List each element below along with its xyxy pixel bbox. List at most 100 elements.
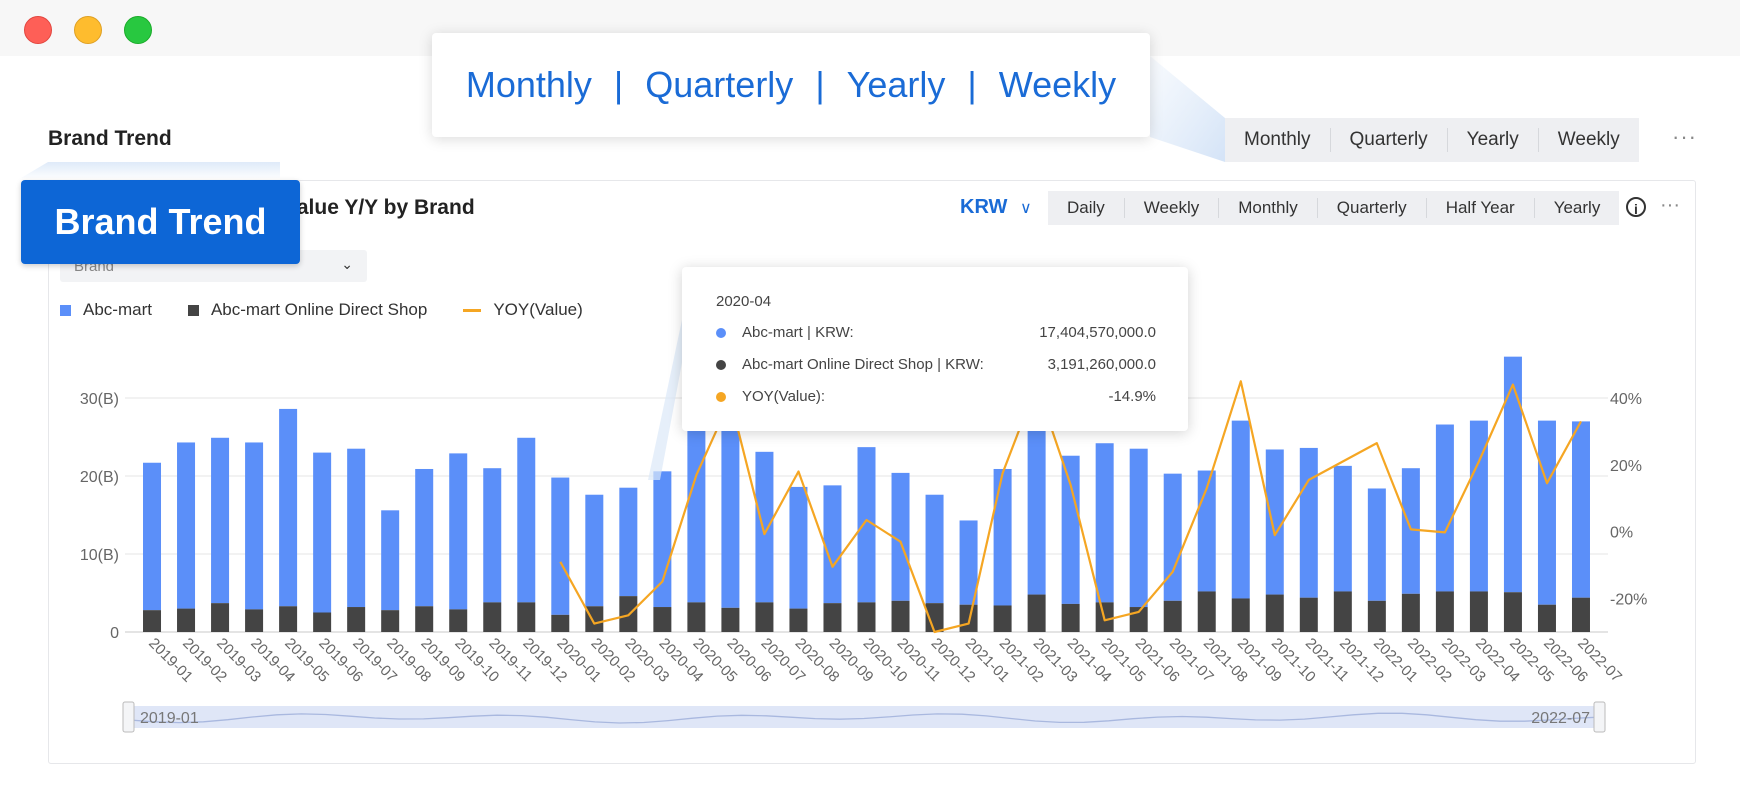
zoom-slider-start-label: 2019-01 [140,710,199,727]
section-more-icon[interactable]: ··· [1672,124,1697,149]
bar-online-direct-shop [925,603,944,632]
y-right-tick-label: 0% [1610,525,1633,542]
bar-abc-mart [551,477,570,615]
y-left-tick-label: 20(B) [80,469,119,486]
maximize-window-button[interactable] [124,16,152,44]
zoom-slider-end-label: 2022-07 [1531,710,1590,727]
bar-online-direct-shop [347,607,366,632]
bar-abc-mart [687,389,706,603]
bar-abc-mart [721,396,740,608]
bar-online-direct-shop [789,608,808,632]
bar-abc-mart [1469,420,1488,592]
bar-abc-mart [1163,473,1182,601]
legend-swatch [463,308,482,312]
tab-quarterly[interactable]: Quarterly [1331,128,1448,152]
bar-abc-mart [1537,420,1556,605]
bar-online-direct-shop [551,614,570,632]
bar-online-direct-shop [891,600,910,632]
callout-option-monthly[interactable]: Monthly [465,64,592,105]
bar-abc-mart [1027,412,1046,595]
tab-monthly[interactable]: Monthly [1219,198,1318,218]
zoom-slider-handle-left[interactable] [122,701,135,733]
y-left-tick-label: 30(B) [80,391,119,408]
bar-online-direct-shop [279,606,298,632]
bar-abc-mart [483,468,502,603]
legend-label: Abc-mart Online Direct Shop [210,300,428,319]
currency-dropdown[interactable]: KRW [960,196,1008,218]
chart-tooltip: 2020-04 Abc-mart | KRW: 17,404,570,000.0… [682,267,1188,431]
tooltip-date: 2020-04 [716,293,772,310]
bar-abc-mart [1367,488,1386,601]
legend-item-yoy[interactable]: YOY(Value) [463,300,583,320]
legend-item-abc-mart[interactable]: Abc-mart [60,300,152,320]
bar-online-direct-shop [1163,600,1182,632]
section-period-tabs: Monthly Quarterly Yearly Weekly [1225,118,1639,162]
tab-weekly[interactable]: Weekly [1557,129,1620,150]
brand-trend-badge: Brand Trend [21,180,300,264]
bar-online-direct-shop [1197,591,1216,632]
bar-abc-mart [1129,448,1148,608]
legend-label: Abc-mart [83,300,152,319]
minimize-window-button[interactable] [74,16,102,44]
y-left-tick-label: 0 [110,625,119,642]
bar-abc-mart [789,486,808,609]
card-title: Value Y/Y by Brand [284,196,475,219]
period-selector-callout: Monthly | Quarterly | Yearly | Weekly [432,33,1150,137]
bar-abc-mart [1095,443,1114,603]
bar-abc-mart [347,448,366,608]
bar-abc-mart [1401,468,1420,594]
tooltip-label: Abc-mart Online Direct Shop | KRW: [742,356,984,373]
bar-abc-mart [449,453,468,610]
tooltip-dot [716,392,726,402]
bar-online-direct-shop [1469,591,1488,632]
info-icon[interactable]: i [1626,197,1646,217]
tab-half-year[interactable]: Half Year [1427,198,1535,218]
close-window-button[interactable] [24,16,52,44]
tab-weekly[interactable]: Weekly [1125,198,1220,218]
callout-separator: | [815,64,825,105]
tab-daily[interactable]: Daily [1048,198,1125,218]
callout-option-quarterly[interactable]: Quarterly [645,64,794,105]
bar-online-direct-shop [1027,594,1046,632]
bar-online-direct-shop [755,602,774,632]
bar-online-direct-shop [381,610,400,632]
legend-swatch [187,304,199,316]
tab-monthly[interactable]: Monthly [1225,128,1331,152]
card-period-tabs: Daily Weekly Monthly Quarterly Half Year… [1048,191,1620,225]
bar-abc-mart [143,462,162,611]
tab-quarterly[interactable]: Quarterly [1318,198,1427,218]
zoom-slider-handle-right[interactable] [1593,701,1606,733]
legend-swatch [60,304,71,316]
chevron-down-icon: ⌄ [341,256,353,272]
tooltip-row: Abc-mart | KRW: 17,404,570,000.0 [716,322,1156,344]
section-title: Brand Trend [48,127,172,150]
bar-online-direct-shop [483,602,502,632]
callout-separator: | [967,64,977,105]
bar-abc-mart [211,437,230,604]
tab-yearly[interactable]: Yearly [1553,198,1601,217]
bar-abc-mart [1503,356,1522,593]
bar-abc-mart [245,442,264,610]
zoom-slider-track [130,706,1598,728]
card-more-icon[interactable]: ··· [1660,194,1680,216]
bar-abc-mart [415,468,434,607]
bar-abc-mart [313,452,332,613]
bar-online-direct-shop [1231,598,1250,632]
bar-online-direct-shop [1061,603,1080,632]
callout-option-weekly[interactable]: Weekly [998,64,1117,105]
tab-yearly[interactable]: Yearly [1448,128,1539,152]
bar-online-direct-shop [823,603,842,632]
bar-online-direct-shop [1265,594,1284,632]
bar-online-direct-shop [313,612,332,632]
chevron-down-icon[interactable]: ∨ [1020,200,1032,217]
legend-item-online-direct-shop[interactable]: Abc-mart Online Direct Shop [187,300,428,320]
bar-online-direct-shop [415,606,434,632]
callout-option-yearly[interactable]: Yearly [846,64,946,105]
bar-abc-mart [857,447,876,603]
bar-abc-mart [619,487,638,597]
tooltip-dot [716,360,726,370]
bar-online-direct-shop [1435,591,1454,632]
y-left-tick-label: 10(B) [80,547,119,564]
